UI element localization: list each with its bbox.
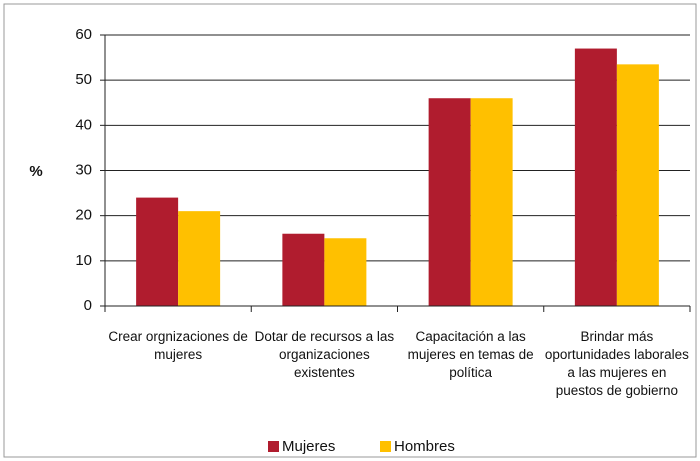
y-tick-label: 10 [75, 252, 92, 269]
bar [324, 238, 367, 306]
y-tick-label: 50 [75, 71, 92, 88]
x-tick-label: Capacitación a las mujeres en temas de p… [407, 329, 534, 380]
y-tick-label: 30 [75, 161, 92, 178]
bar [574, 48, 617, 307]
y-axis-label: % [29, 163, 42, 180]
x-tick-label: Brindar más oportunidades laborales a la… [544, 329, 689, 398]
bar [470, 98, 513, 306]
legend-swatch [380, 441, 391, 452]
x-tick-label: Crear orgnizaciones de mujeres [108, 329, 248, 362]
bar [428, 98, 471, 306]
bar [616, 64, 659, 306]
y-tick-label: 40 [75, 116, 92, 133]
x-tick-label: Dotar de recursos a las organizaciones e… [254, 329, 395, 380]
y-tick-label: 60 [75, 26, 92, 43]
legend-label: Mujeres [282, 438, 335, 455]
legend-swatch [268, 441, 279, 452]
bar [282, 233, 325, 306]
bar [178, 211, 221, 306]
frame [3, 3, 697, 458]
bar [136, 197, 179, 306]
legend-label: Hombres [394, 438, 455, 455]
y-tick-label: 20 [75, 207, 92, 224]
y-tick-label: 0 [84, 297, 92, 314]
